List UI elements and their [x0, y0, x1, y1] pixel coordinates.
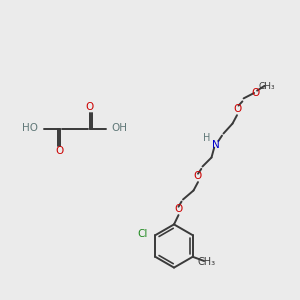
- Text: O: O: [251, 88, 259, 98]
- Text: OH: OH: [112, 123, 127, 134]
- Text: CH₃: CH₃: [197, 257, 215, 267]
- Text: Cl: Cl: [137, 229, 148, 239]
- Text: O: O: [194, 171, 202, 181]
- Text: CH₃: CH₃: [258, 82, 275, 91]
- Text: H: H: [203, 133, 211, 143]
- Text: O: O: [174, 204, 183, 214]
- Text: O: O: [56, 146, 64, 156]
- Text: O: O: [233, 104, 242, 114]
- Text: N: N: [212, 140, 220, 150]
- Text: O: O: [86, 102, 94, 112]
- Text: HO: HO: [22, 123, 38, 134]
